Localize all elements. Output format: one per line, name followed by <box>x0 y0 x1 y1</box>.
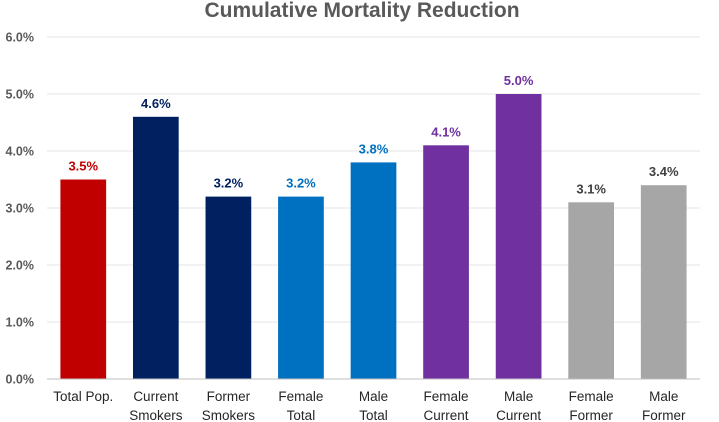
y-tick-label: 1.0% <box>6 316 35 330</box>
y-tick-label: 4.0% <box>6 145 35 159</box>
data-label: 4.1% <box>431 124 461 139</box>
bar <box>205 196 252 379</box>
x-tick-label: Male Current <box>496 389 541 422</box>
bar <box>278 196 324 379</box>
bar <box>640 185 687 379</box>
x-tick-label: Male Total <box>359 389 388 422</box>
data-label: 3.1% <box>576 181 606 196</box>
data-label: 3.4% <box>649 164 679 179</box>
x-tick-label: Current Smokers <box>129 389 183 422</box>
bar <box>132 116 179 380</box>
y-tick-label: 5.0% <box>6 88 35 102</box>
y-tick-label: 0.0% <box>6 373 35 387</box>
x-axis-ticks: Total Pop. Current Smokers Former Smokers Fem… <box>53 389 686 422</box>
bars <box>60 94 687 380</box>
bar <box>568 202 615 379</box>
x-tick-label: Former Smokers <box>202 389 256 422</box>
data-label: 3.2% <box>286 176 316 191</box>
data-label: 5.0% <box>504 73 534 88</box>
x-tick-label: Female Former <box>569 389 614 422</box>
data-label: 3.5% <box>68 159 98 174</box>
bar <box>350 162 397 379</box>
bar <box>60 179 107 379</box>
y-axis-ticks: 0.0% 1.0% 2.0% 3.0% 4.0% 5.0% 6.0% <box>6 31 35 387</box>
x-tick-label: Total Pop. <box>53 389 113 404</box>
x-tick-label: Female Total <box>278 389 323 422</box>
bar <box>423 145 469 379</box>
chart-title: Cumulative Mortality Reduction <box>204 0 519 22</box>
y-tick-label: 2.0% <box>6 259 35 273</box>
bar <box>495 94 542 379</box>
x-tick-label: Female Current <box>424 389 469 422</box>
data-labels: 3.5% 4.6% 3.2% 3.2% 3.8% 4.1% 5.0% 3.1% 3.4% <box>68 73 679 196</box>
data-label: 4.6% <box>141 96 171 111</box>
y-tick-label: 6.0% <box>6 31 35 45</box>
data-label: 3.2% <box>214 176 244 191</box>
y-tick-label: 3.0% <box>6 202 35 216</box>
x-tick-label: Male Former <box>642 389 686 422</box>
data-label: 3.8% <box>359 141 389 156</box>
